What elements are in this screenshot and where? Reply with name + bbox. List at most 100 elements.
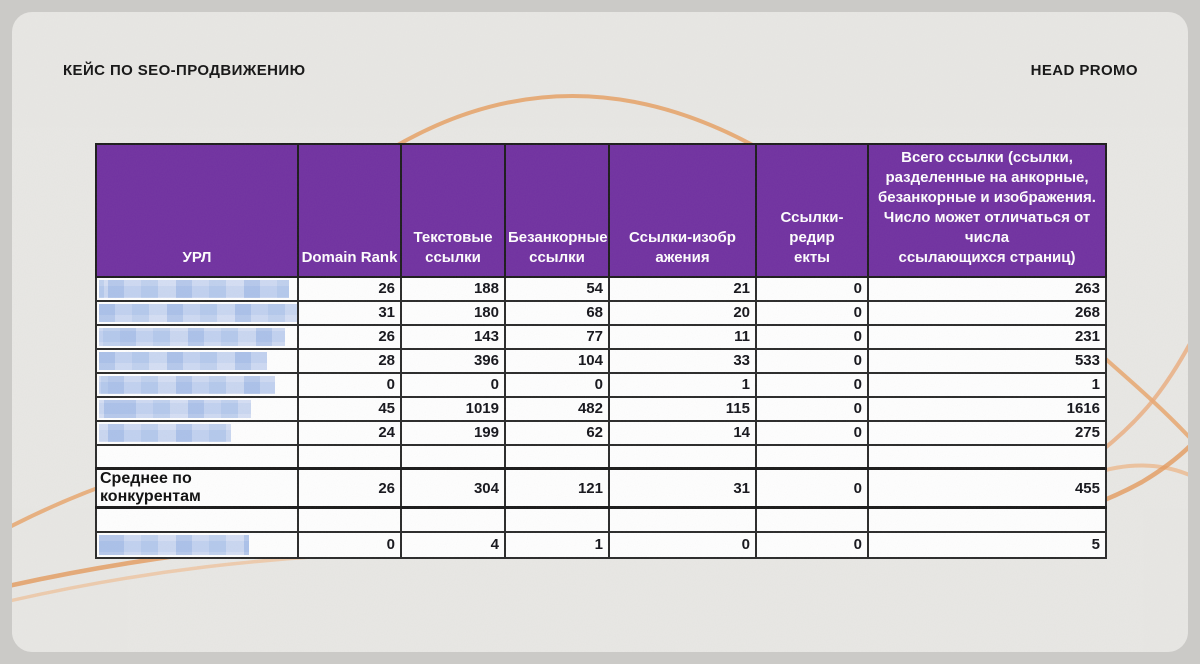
value-cell: 0	[755, 299, 869, 326]
empty-cell	[400, 443, 506, 470]
table-row: 26 188 54 21 0 263	[95, 275, 1107, 302]
table-row: 26 143 77 11 0 231	[95, 323, 1107, 350]
header-cell: Ссылки-изобр ажения	[608, 143, 757, 278]
url-cell	[95, 530, 299, 559]
value-cell: 24	[297, 419, 402, 446]
value-cell: 304	[400, 467, 506, 510]
redacted-url-block	[99, 327, 285, 346]
value-cell: 26	[297, 275, 402, 302]
table-row: 31 180 68 20 0 268	[95, 299, 1107, 326]
redacted-url-block	[99, 351, 267, 370]
value-cell: 0	[755, 419, 869, 446]
redacted-url-block	[99, 534, 249, 555]
value-cell: 1	[608, 371, 757, 398]
value-cell: 5	[867, 530, 1107, 559]
value-cell: 1	[504, 530, 610, 559]
value-cell: 396	[400, 347, 506, 374]
table-body: 26 188 54 21 0 263 31 180 68 20 0 268 26 143 77 11 0 231 2…	[95, 275, 1107, 559]
empty-cell	[504, 506, 610, 533]
spacer-row	[95, 506, 1107, 533]
empty-cell	[400, 506, 506, 533]
value-cell: 33	[608, 347, 757, 374]
value-cell: 455	[867, 467, 1107, 510]
value-cell: 1019	[400, 395, 506, 422]
value-cell: 14	[608, 419, 757, 446]
value-cell: 143	[400, 323, 506, 350]
value-cell: 0	[400, 371, 506, 398]
empty-cell	[755, 443, 869, 470]
average-row: Среднее по конкурентам 26 304 121 31 0 455	[95, 467, 1107, 510]
value-cell: 77	[504, 323, 610, 350]
value-cell: 45	[297, 395, 402, 422]
value-cell: 263	[867, 275, 1107, 302]
slide-card: КЕЙС ПО SEO-ПРОДВИЖЕНИЮ HEAD PROMO УРЛ Do…	[12, 12, 1188, 652]
url-cell	[95, 275, 299, 302]
seo-links-table: УРЛ Domain Rank Текстовые ссылки Безанкорны…	[95, 143, 1107, 559]
value-cell: 28	[297, 347, 402, 374]
value-cell: 0	[755, 395, 869, 422]
header-cell: Всего ссылки (ссылки, разделенные на анк…	[867, 143, 1107, 278]
empty-cell	[95, 506, 299, 533]
value-cell: 104	[504, 347, 610, 374]
value-cell: 268	[867, 299, 1107, 326]
empty-cell	[867, 443, 1107, 470]
table-head: УРЛ Domain Rank Текстовые ссылки Безанкорны…	[95, 143, 1107, 278]
value-cell: 0	[755, 347, 869, 374]
value-cell: 0	[504, 371, 610, 398]
value-cell: 0	[755, 371, 869, 398]
empty-cell	[755, 506, 869, 533]
spacer-row	[95, 443, 1107, 470]
empty-cell	[608, 506, 757, 533]
value-cell: 21	[608, 275, 757, 302]
slide-title: КЕЙС ПО SEO-ПРОДВИЖЕНИЮ	[63, 62, 306, 79]
url-cell	[95, 419, 299, 446]
value-cell: 199	[400, 419, 506, 446]
value-cell: 275	[867, 419, 1107, 446]
value-cell: 0	[755, 275, 869, 302]
value-cell: 231	[867, 323, 1107, 350]
redacted-url-block	[99, 375, 275, 394]
value-cell: 121	[504, 467, 610, 510]
value-cell: 26	[297, 467, 402, 510]
redacted-url-block	[99, 303, 296, 322]
table-row: 45 1019 482 115 0 1616	[95, 395, 1107, 422]
value-cell: 0	[608, 530, 757, 559]
curve	[12, 550, 444, 603]
url-cell	[95, 371, 299, 398]
value-cell: 0	[297, 530, 402, 559]
brand-logo-text: HEAD PROMO	[1030, 62, 1138, 79]
redacted-url-block	[99, 399, 251, 418]
value-cell: 0	[755, 323, 869, 350]
value-cell: 0	[297, 371, 402, 398]
value-cell: 115	[608, 395, 757, 422]
table-row: 28 396 104 33 0 533	[95, 347, 1107, 374]
empty-cell	[867, 506, 1107, 533]
header-cell: Текстовые ссылки	[400, 143, 506, 278]
header-cell: Domain Rank	[297, 143, 402, 278]
url-cell	[95, 299, 299, 326]
average-row-label: Среднее по конкурентам	[95, 467, 299, 510]
value-cell: 54	[504, 275, 610, 302]
table-wrap: УРЛ Domain Rank Текстовые ссылки Безанкорны…	[95, 143, 1107, 559]
value-cell: 4	[400, 530, 506, 559]
empty-cell	[95, 443, 299, 470]
value-cell: 11	[608, 323, 757, 350]
value-cell: 180	[400, 299, 506, 326]
value-cell: 1	[867, 371, 1107, 398]
redacted-url-block	[99, 423, 231, 442]
value-cell: 62	[504, 419, 610, 446]
value-cell: 0	[755, 467, 869, 510]
url-cell	[95, 395, 299, 422]
value-cell: 188	[400, 275, 506, 302]
empty-cell	[608, 443, 757, 470]
url-cell	[95, 323, 299, 350]
value-cell: 20	[608, 299, 757, 326]
curve	[1098, 343, 1188, 454]
value-cell: 31	[608, 467, 757, 510]
value-cell: 482	[504, 395, 610, 422]
value-cell: 1616	[867, 395, 1107, 422]
value-cell: 533	[867, 347, 1107, 374]
